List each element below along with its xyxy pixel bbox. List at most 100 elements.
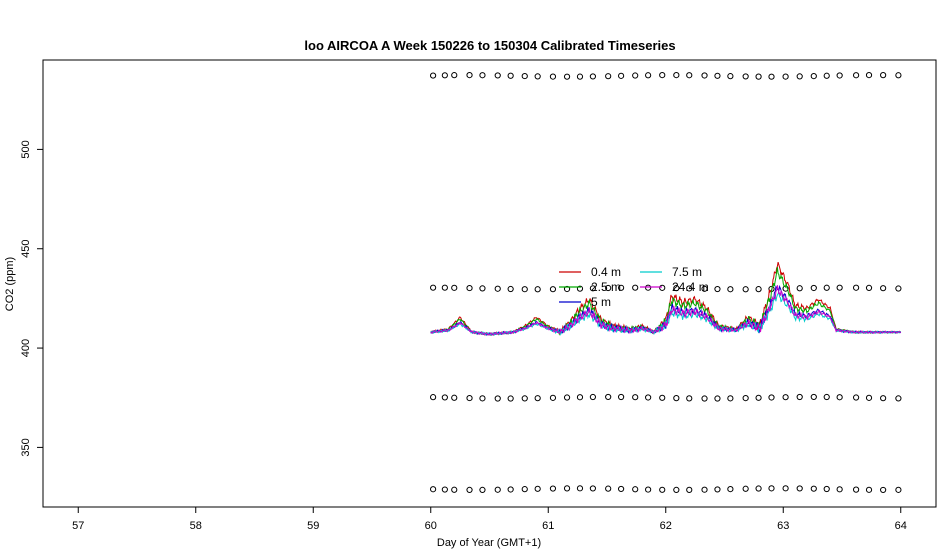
y-tick-label: 350 — [20, 438, 32, 456]
y-tick-label: 400 — [20, 339, 32, 357]
calibration-point — [507, 285, 514, 293]
calibration-point — [768, 73, 775, 80]
calibration-point — [441, 72, 448, 79]
calibration-point — [605, 284, 612, 292]
legend-label: 2.5 m — [591, 280, 621, 294]
calibration-point — [810, 73, 817, 80]
calibration-point — [534, 485, 541, 492]
calibration-point — [742, 485, 749, 492]
calibration-point — [755, 286, 762, 293]
calibration-point — [534, 395, 541, 402]
calibration-point — [605, 393, 612, 401]
calibration-point — [796, 393, 803, 401]
y-tick-label: 450 — [20, 240, 32, 258]
calibration-point — [479, 285, 486, 292]
calibration-point — [796, 485, 803, 492]
calibration-point — [836, 72, 843, 79]
calibration-point — [742, 286, 749, 293]
calibration-point — [659, 486, 666, 493]
x-tick-label: 57 — [72, 520, 84, 532]
calibration-point — [659, 72, 666, 79]
calibration-point — [576, 73, 584, 80]
calibration-point — [441, 486, 448, 493]
calibration-point — [823, 284, 830, 291]
x-tick-label: 61 — [542, 520, 554, 532]
calibration-point — [521, 395, 528, 402]
calibration-point — [632, 284, 639, 291]
series-line — [430, 285, 902, 336]
calibration-point — [659, 394, 666, 401]
calibration-point — [714, 486, 721, 493]
calibration-point — [605, 485, 612, 492]
calibration-point — [466, 486, 473, 494]
calibration-point — [880, 72, 887, 79]
calibration-point — [618, 485, 625, 493]
calibration-point — [727, 486, 734, 493]
calibration-point — [727, 395, 734, 402]
x-tick-label: 59 — [307, 520, 319, 532]
calibration-point — [618, 72, 625, 79]
calibration-point — [782, 73, 789, 80]
calibration-point — [796, 73, 803, 80]
calibration-point — [645, 486, 652, 493]
calibration-point — [742, 395, 749, 402]
x-tick-label: 60 — [425, 520, 437, 532]
calibration-point — [589, 73, 597, 80]
calibration-point — [507, 395, 514, 402]
calibration-point — [451, 284, 458, 291]
calibration-point — [727, 286, 734, 293]
legend: 0.4 m2.5 m5 m 7.5 m24.4 m — [559, 265, 709, 309]
calibration-point — [466, 284, 473, 292]
x-tick-label: 58 — [190, 520, 202, 532]
calibration-point — [768, 394, 775, 401]
calibration-point — [430, 284, 437, 291]
calibration-point — [451, 394, 458, 401]
calibration-point — [714, 285, 721, 293]
calibration-point — [494, 486, 501, 493]
calibration-point — [686, 486, 693, 493]
calibration-point — [441, 394, 448, 401]
calibration-point — [441, 284, 448, 291]
calibration-point — [853, 394, 860, 401]
calibration-point — [494, 395, 501, 402]
calibration-point — [880, 395, 887, 402]
calibration-point — [755, 394, 762, 401]
calibration-point — [576, 485, 584, 492]
legend-label: 7.5 m — [672, 265, 702, 279]
calibration-point — [686, 72, 693, 79]
calibration-point — [507, 486, 514, 493]
calibration-point — [563, 285, 571, 293]
calibration-point — [853, 284, 860, 291]
calibration-point — [479, 395, 486, 402]
calibration-point — [632, 394, 639, 401]
calibration-point — [521, 72, 528, 80]
calibration-point — [895, 285, 902, 292]
calibration-point — [466, 72, 473, 79]
calibration-point — [430, 486, 437, 493]
calibration-point — [549, 73, 557, 80]
calibration-point — [768, 485, 775, 492]
calibration-point — [521, 286, 528, 293]
calibration-point — [701, 72, 708, 79]
chart-title: loo AIRCOA A Week 150226 to 150304 Calib… — [304, 38, 675, 53]
calibration-point — [605, 73, 612, 80]
calibration-point — [466, 394, 473, 402]
calibration-point — [810, 485, 817, 492]
calibration-point — [796, 285, 803, 292]
calibration-point — [823, 393, 830, 401]
calibration-point — [673, 285, 680, 292]
calibration-point — [880, 486, 887, 494]
calibration-point — [589, 285, 597, 292]
calibration-points — [430, 72, 902, 494]
calibration-point — [576, 394, 584, 401]
x-tick-label: 62 — [660, 520, 672, 532]
calibration-point — [618, 393, 625, 401]
legend-label: 0.4 m — [591, 265, 621, 279]
series-line — [430, 291, 902, 336]
calibration-point — [549, 485, 557, 492]
x-tick-label: 63 — [777, 520, 789, 532]
legend-label: 5 m — [591, 295, 611, 309]
calibration-point — [755, 73, 762, 80]
calibration-point — [701, 395, 708, 402]
calibration-point — [618, 284, 625, 291]
